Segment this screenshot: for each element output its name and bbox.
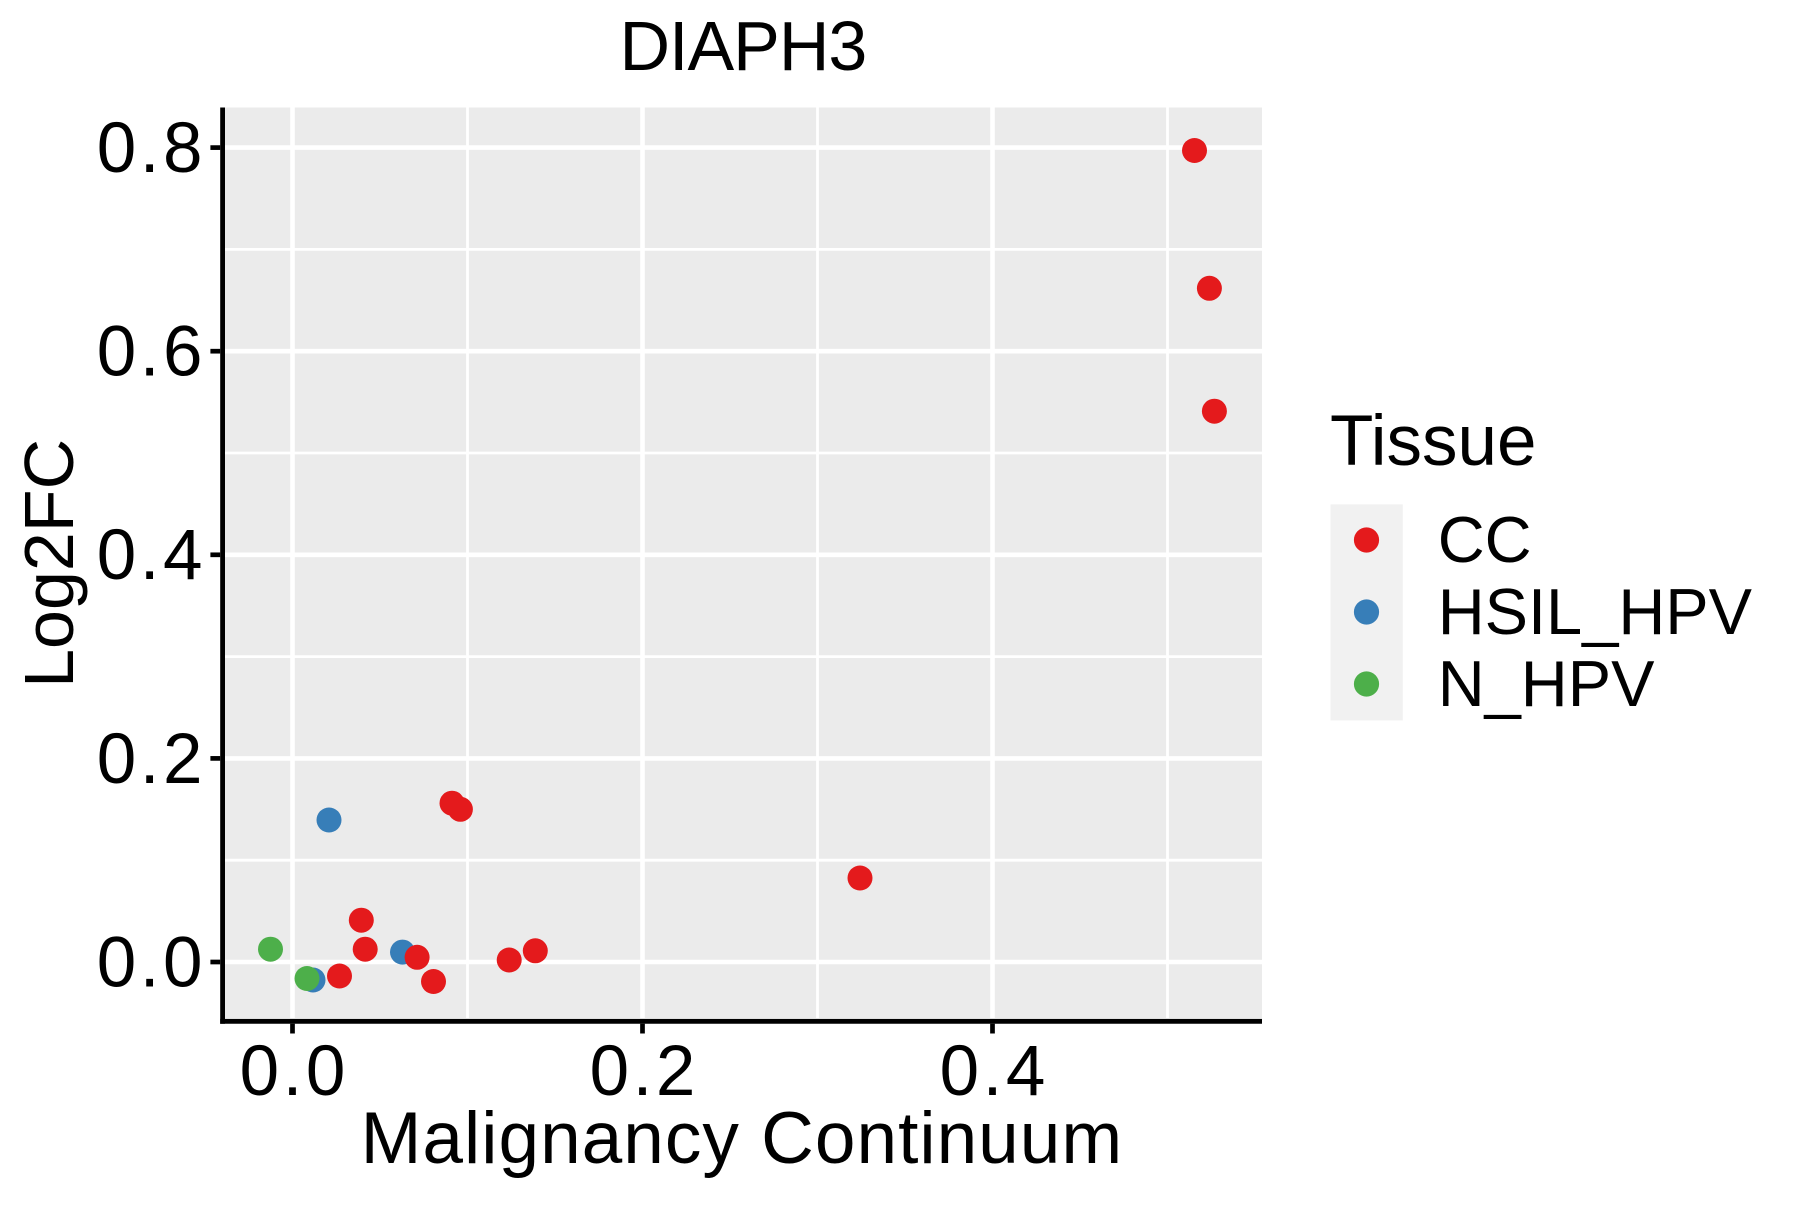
svg-text:0.8: 0.8 — [97, 109, 206, 188]
svg-text:0.0: 0.0 — [240, 1032, 349, 1111]
svg-text:Tissue: Tissue — [1330, 402, 1536, 481]
svg-text:0.0: 0.0 — [97, 923, 206, 1002]
svg-text:DIAPH3: DIAPH3 — [619, 7, 866, 85]
svg-text:0.4: 0.4 — [940, 1032, 1049, 1111]
svg-text:Log2FC: Log2FC — [10, 439, 88, 688]
svg-text:N_HPV: N_HPV — [1438, 647, 1655, 720]
svg-text:Malignancy Continuum: Malignancy Continuum — [361, 1098, 1124, 1179]
svg-text:HSIL_HPV: HSIL_HPV — [1438, 575, 1753, 648]
svg-text:0.6: 0.6 — [97, 313, 206, 392]
svg-text:0.4: 0.4 — [97, 516, 206, 595]
svg-text:0.2: 0.2 — [97, 720, 206, 799]
svg-text:CC: CC — [1438, 503, 1532, 576]
svg-text:0.2: 0.2 — [590, 1032, 699, 1111]
